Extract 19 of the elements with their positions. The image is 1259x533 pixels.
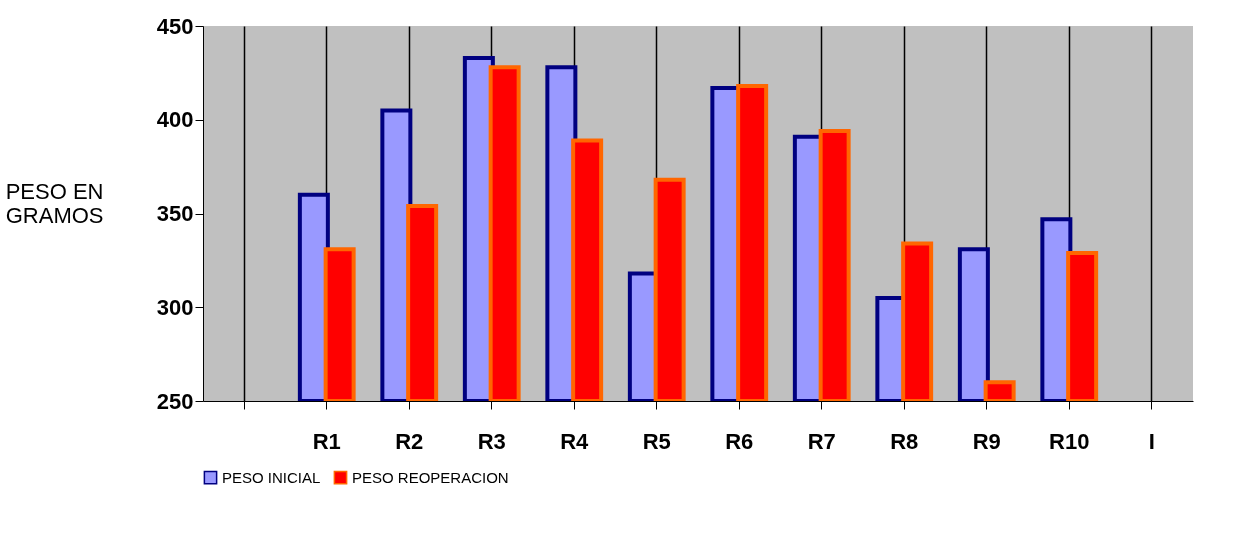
- x-tick-label: R4: [560, 428, 590, 454]
- y-tick-label: 400: [156, 107, 194, 133]
- y-axis-title: PESO EN GRAMOS: [5, 178, 104, 228]
- x-tick-label: R8: [890, 428, 919, 454]
- x-tick-label: R9: [972, 428, 1001, 454]
- legend-label: PESO REOPERACION: [352, 468, 509, 486]
- x-tick-label: R3: [477, 428, 506, 454]
- x-tick-label: R1: [312, 428, 341, 454]
- y-tick-label: 250: [156, 388, 194, 414]
- legend-label: PESO INICIAL: [222, 468, 321, 486]
- y-tick-label: 350: [156, 201, 194, 226]
- x-tick-label: I: [1148, 428, 1155, 454]
- x-tick-label: R10: [1049, 428, 1090, 454]
- y-tick-label: 450: [156, 13, 194, 39]
- x-tick-label: R6: [725, 428, 754, 454]
- x-tick-label: R5: [642, 428, 671, 454]
- x-tick-label: R2: [395, 428, 424, 454]
- x-tick-label: R7: [807, 428, 836, 454]
- y-tick-label: 300: [156, 294, 194, 320]
